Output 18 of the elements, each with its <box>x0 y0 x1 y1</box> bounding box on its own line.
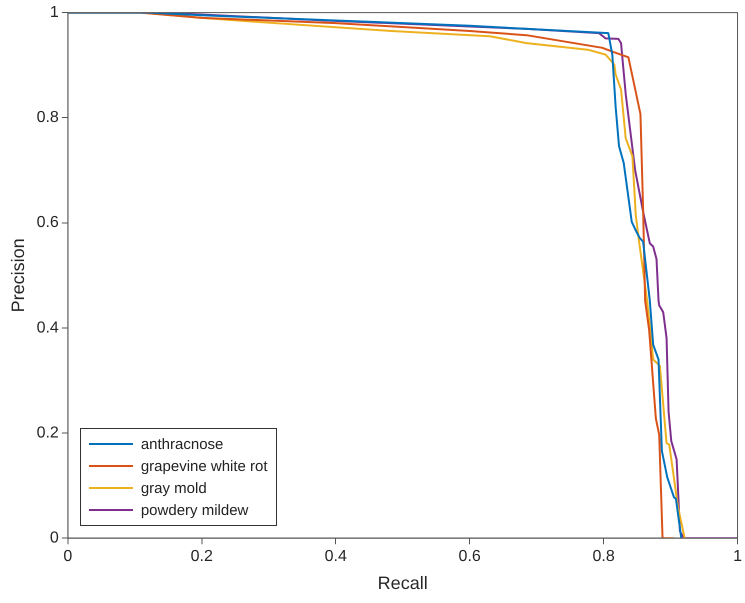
legend-label: grapevine white rot <box>140 458 268 475</box>
y-tick-label: 0.6 <box>36 214 59 232</box>
y-tick-label: 0 <box>50 530 59 547</box>
x-axis-title: Recall <box>378 573 428 594</box>
y-tick-label: 0.8 <box>36 109 59 126</box>
y-tick-label: 1 <box>50 4 59 22</box>
y-tick-label: 0.4 <box>36 319 59 336</box>
y-tick-label: 0.2 <box>36 424 59 442</box>
y-axis-title: Precision <box>8 238 28 312</box>
legend-label: anthracnose <box>140 436 224 453</box>
x-tick-label: 1 <box>733 548 742 566</box>
x-tick-label: 0.8 <box>592 548 615 566</box>
x-tick-label: 0.4 <box>324 548 347 566</box>
x-tick-label: 0 <box>63 548 72 566</box>
legend-label: gray mold <box>140 480 207 497</box>
x-tick-label: 0.2 <box>190 548 214 566</box>
legend-label: powdery mildew <box>140 502 248 519</box>
x-tick-label: 0.6 <box>458 548 481 566</box>
